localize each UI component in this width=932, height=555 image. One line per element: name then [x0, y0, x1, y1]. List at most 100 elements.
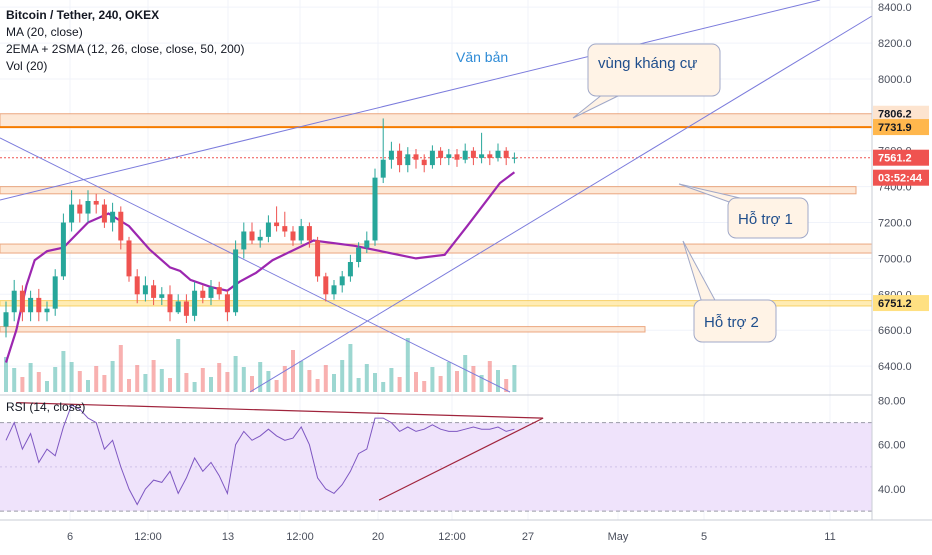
volume-bar [61, 351, 66, 392]
time-tick-label: 6 [67, 531, 73, 543]
volume-bar [496, 370, 500, 392]
volume-bar [28, 363, 33, 392]
candle-body [208, 287, 214, 298]
volume-bar [315, 379, 320, 392]
candle-body [503, 150, 509, 158]
volume-bar [299, 361, 304, 392]
candle-body [159, 294, 165, 298]
volume-bar [184, 373, 189, 392]
candle-body [52, 276, 58, 309]
volume-bar [36, 372, 41, 392]
volume-bar [151, 360, 156, 392]
volume-bar [53, 367, 58, 392]
candle-body [429, 150, 435, 166]
volume-bar [200, 368, 205, 392]
volume-bar [20, 377, 25, 392]
badge-last-price: 7561.2 [878, 153, 912, 165]
price-axis-bg [872, 0, 932, 520]
candle-body [3, 312, 9, 327]
candle-body [28, 297, 34, 313]
price-tick-label: 8200.0 [878, 38, 912, 50]
badge-resistance-top: 7806.2 [878, 109, 912, 121]
price-tick-label: 6600.0 [878, 325, 912, 337]
legend-symbol[interactable]: Bitcoin / Tether, 240, OKEX [6, 8, 160, 22]
volume-bar [266, 371, 271, 392]
volume-bar [192, 382, 197, 392]
candle-body [142, 285, 148, 295]
callout-support1[interactable] [727, 197, 809, 239]
volume-bar [356, 378, 361, 392]
badge-support: 6751.2 [878, 298, 912, 310]
trendlines [0, 0, 873, 393]
volume-bar [241, 367, 246, 392]
time-tick-label: 13 [222, 531, 234, 543]
callout-support2[interactable] [693, 299, 777, 343]
price-tick-label: 7200.0 [878, 218, 912, 230]
time-axis-bg [0, 520, 932, 550]
volume-bar [86, 380, 90, 392]
volume-bar [12, 368, 17, 392]
candle-body [339, 276, 345, 286]
volume-bar [512, 365, 517, 392]
candle-body [421, 159, 427, 166]
candle-body [462, 150, 468, 160]
candle-body [454, 154, 460, 160]
candle-body [364, 240, 370, 248]
badge-resistance-top-bg [873, 105, 929, 122]
badge-last-price-bg [873, 149, 929, 166]
rsi-panel [0, 394, 932, 512]
legend-ma[interactable]: MA (20, close) [6, 25, 83, 39]
rsi-tick-label: 40.00 [878, 484, 906, 496]
volume-bar [307, 370, 312, 392]
callout-support1-label: Hỗ trợ 1 [738, 211, 793, 228]
candle-body [380, 159, 386, 178]
volume-bar [438, 376, 443, 392]
candle-body [167, 294, 173, 313]
candle-body [241, 231, 247, 250]
volume-bar [446, 362, 451, 392]
legend: Bitcoin / Tether, 240, OKEX MA (20, clos… [6, 7, 244, 75]
candle-body [77, 204, 83, 214]
volume-bar [233, 356, 238, 392]
time-tick-label: 12:00 [438, 531, 466, 543]
volume-bar [389, 368, 394, 392]
rsi-title[interactable]: RSI (14, close) [6, 400, 86, 414]
candle-body [101, 204, 107, 223]
volume-bar [504, 379, 509, 392]
time-tick-label: 12:00 [134, 531, 162, 543]
ma-lines [4, 171, 516, 363]
volume-bar [381, 382, 386, 392]
volume-bar [45, 381, 49, 392]
candle-body [183, 301, 189, 316]
rsi-tick-label: 60.00 [878, 440, 906, 452]
volume-bar [168, 378, 172, 392]
candle-body [388, 150, 394, 160]
candle-body [347, 262, 353, 277]
volume-bar [127, 379, 131, 392]
candle-body [44, 308, 50, 313]
badge-countdown-bg [873, 169, 929, 186]
candle-body [69, 204, 75, 223]
candle-body [323, 276, 329, 295]
price-tick-label: 8000.0 [878, 74, 912, 86]
volume-bar [135, 365, 140, 392]
legend-vol[interactable]: Vol (20) [6, 59, 48, 73]
time-tick-label: 12:00 [286, 531, 314, 543]
volume-bar [364, 364, 369, 392]
volume-bar [258, 362, 263, 392]
legend-ema-sma[interactable]: 2EMA + 2SMA (12, 26, close, close, 50, 2… [6, 42, 245, 56]
callout-resistance[interactable] [587, 43, 721, 97]
badge-support-bg [873, 295, 929, 312]
zone [0, 326, 646, 333]
rsi-line [5, 404, 515, 506]
trendline-descending [0, 137, 511, 393]
candle-body [85, 200, 91, 214]
volume-bar [332, 374, 336, 392]
volume-bar [348, 344, 353, 392]
volume-bar [323, 365, 328, 392]
volume-bar [463, 355, 468, 392]
rsi-tick-label: 80.00 [878, 395, 906, 407]
